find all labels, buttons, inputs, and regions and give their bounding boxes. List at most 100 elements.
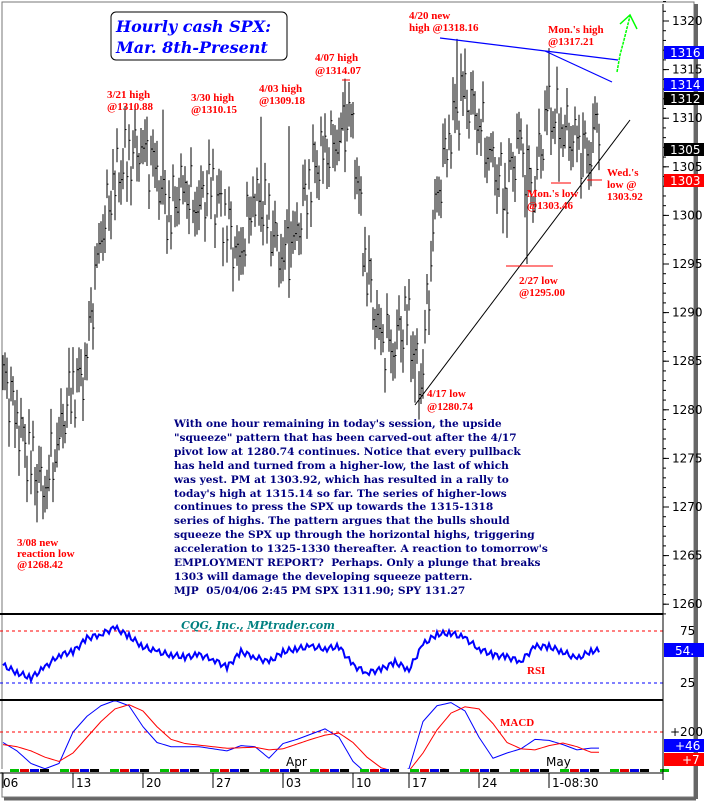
annotation-4-20-high-l2: high @1318.16 [409, 22, 479, 34]
title-box [110, 11, 288, 61]
projection-arrow [616, 15, 631, 73]
commentary-line: squeeze the SPX up through the horizonta… [174, 529, 535, 542]
time-stripe [120, 769, 129, 772]
annotation-mon-low: Mon.'s low [527, 188, 578, 200]
time-stripe [540, 769, 549, 772]
price-tick-label: 1275 [672, 451, 703, 465]
annotation-wed-low-l3: 1303.92 [607, 191, 643, 203]
price-tick-label: 1265 [672, 549, 703, 563]
price-tick-label: 1285 [672, 354, 703, 368]
time-stripe [110, 769, 119, 772]
time-stripe [490, 769, 499, 772]
last-value-badge [664, 92, 704, 105]
annotation-3-30-high: 3/30 high [191, 92, 234, 104]
annotation-2-27-low-l2: @1295.00 [519, 287, 565, 299]
time-stripe [250, 769, 259, 772]
time-stripe [450, 769, 459, 772]
annotation-3-08-low-l3: @1268.42 [17, 559, 63, 571]
last-value-badge-text: 1316 [670, 46, 701, 60]
time-stripe [270, 769, 279, 772]
price-tick-label: 1310 [672, 111, 703, 125]
commentary-line: continues to press the SPX up towards th… [174, 501, 494, 514]
time-stripe [40, 769, 49, 772]
annotation-4-03-high: 4/03 high [259, 83, 302, 95]
macd-last-value-text: +46 [675, 739, 700, 753]
time-stripe [190, 769, 199, 772]
macd-panel: +200+46+7 [0, 701, 704, 769]
price-tick-label: 1320 [672, 14, 703, 28]
time-stripe [260, 769, 269, 772]
time-stripe [50, 769, 59, 772]
time-stripe [160, 769, 169, 772]
date-tick-label: 24 [482, 776, 497, 790]
annotation-4-17-low-l2: @1280.74 [427, 401, 473, 413]
time-stripe [290, 769, 299, 772]
upper-descending-trendline [544, 50, 613, 83]
price-tick-label: 1305 [672, 160, 703, 174]
time-stripe [350, 769, 359, 772]
annotation-4-07-high-l2: @1314.07 [315, 65, 361, 77]
commentary-line: "squeeze" pattern that has been carved-o… [174, 431, 517, 444]
date-tick-label: 20 [146, 776, 161, 790]
last-value-badge [664, 174, 704, 187]
time-stripe [360, 769, 369, 772]
annotation-4-17-low: 4/17 low [427, 388, 466, 400]
time-stripe [500, 769, 509, 772]
time-stripe [30, 769, 39, 772]
time-stripe [630, 769, 639, 772]
time-stripe [460, 769, 469, 772]
time-stripe [520, 769, 529, 772]
time-stripe [210, 769, 219, 772]
time-stripe [220, 769, 229, 772]
annotation-4-03-high-l2: @1309.18 [259, 95, 305, 107]
date-tick-label: 27 [216, 776, 231, 790]
rsi-panel: 75 25 54. [0, 623, 704, 690]
rsi-line [2, 623, 600, 685]
axes: 1320131513101305130012951290128512801275… [0, 1, 704, 790]
annotation-wed-low-l2: low @ [607, 179, 636, 191]
time-stripe [640, 769, 649, 772]
time-stripe [320, 769, 329, 772]
last-value-badge [664, 46, 704, 59]
price-tick-label: 1315 [672, 63, 703, 77]
date-tick-label: 13 [76, 776, 91, 790]
time-stripe [400, 769, 409, 772]
time-stripe [480, 769, 489, 772]
time-stripe [600, 769, 609, 772]
time-stripe [100, 769, 109, 772]
title-line-2: Mar. 8th-Present [115, 38, 268, 57]
annotation-wed-low: Wed.'s [607, 167, 639, 179]
time-stripe [20, 769, 29, 772]
last-value-badge-text: 1312 [670, 92, 701, 106]
annotation-2-27-low: 2/27 low [519, 275, 558, 287]
time-stripe [170, 769, 179, 772]
price-bars [2, 38, 601, 523]
credit-label: CQG, Inc., MPtrader.com [181, 619, 335, 632]
title-line-1: Hourly cash SPX: [115, 17, 271, 36]
time-stripe [470, 769, 479, 772]
macd-label: MACD [500, 717, 534, 729]
commentary-line: today's high at 1315.14 so far. The seri… [174, 487, 507, 500]
time-stripe [70, 769, 79, 772]
date-tick-label: 1-08:30 [552, 776, 599, 790]
time-stripe [230, 769, 239, 772]
time-stripe [390, 769, 399, 772]
date-tick-label: 06 [3, 776, 18, 790]
time-stripe [60, 769, 69, 772]
commentary-line: was yest. PM at 1303.92, which has resul… [174, 473, 509, 486]
macd-last-value-badge [664, 739, 704, 752]
upper-horizontal-trendline [439, 37, 619, 61]
last-value-badge [664, 143, 704, 156]
time-stripe [570, 769, 579, 772]
commentary-line: 1303 will damage the developing squeeze … [174, 570, 473, 583]
time-stripe [150, 769, 159, 772]
time-stripe [180, 769, 189, 772]
time-stripe [560, 769, 569, 772]
time-stripe [620, 769, 629, 772]
time-stripe [530, 769, 539, 772]
last-value-badge-text: 1305 [670, 143, 701, 157]
annotation-3-30-high-l2: @1310.15 [191, 104, 237, 116]
annotation-mon-high: Mon.'s high [548, 24, 604, 36]
